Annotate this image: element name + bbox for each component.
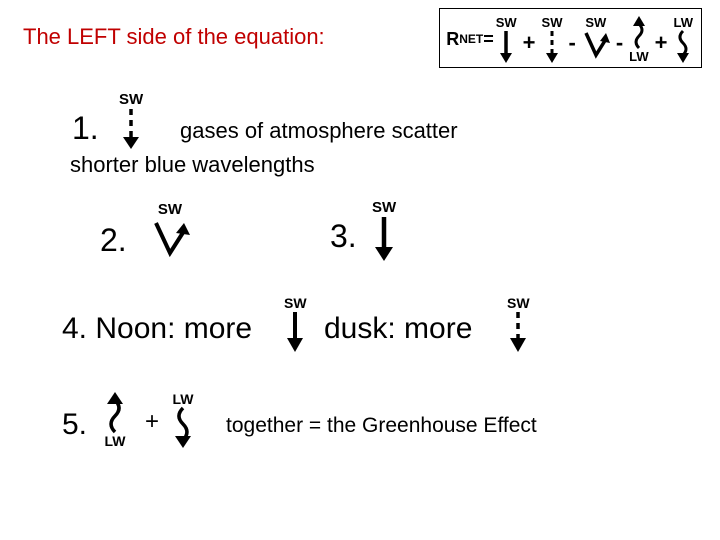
slide-title: The LEFT side of the equation: bbox=[23, 24, 325, 50]
sw-label: SW bbox=[496, 16, 517, 29]
item-4-text-noon: 4. Noon: more bbox=[62, 312, 252, 346]
eq-eq: = bbox=[483, 29, 494, 50]
eq-lw-down-icon: LW bbox=[674, 16, 694, 63]
sw-label: SW bbox=[585, 16, 606, 29]
eq-minus1: - bbox=[568, 30, 575, 56]
lw-label: LW bbox=[629, 50, 649, 63]
sw-label: SW bbox=[372, 200, 396, 215]
eq-sw-down-dash-icon: SW bbox=[542, 16, 563, 63]
sw-label: SW bbox=[158, 202, 182, 217]
item-4-sw-down-noon-icon: SW bbox=[284, 296, 307, 352]
eq-plus2: + bbox=[655, 30, 668, 56]
item-1-number: 1. bbox=[72, 110, 99, 147]
eq-lw-up-icon: LW bbox=[629, 16, 649, 63]
item-1-text-b: shorter blue wavelengths bbox=[70, 152, 315, 178]
rnet-equation-box: R NET = SW + SW - SW - LW + LW bbox=[439, 8, 702, 68]
item-5-text: together = the Greenhouse Effect bbox=[226, 414, 537, 438]
item-3-number: 3. bbox=[330, 218, 357, 255]
lw-label: LW bbox=[105, 434, 126, 448]
eq-net: NET bbox=[459, 32, 483, 46]
sw-label: SW bbox=[119, 92, 143, 107]
eq-sw-bounce-icon: SW bbox=[582, 16, 610, 63]
item-4-text-dusk: dusk: more bbox=[324, 312, 472, 346]
sw-label: SW bbox=[542, 16, 563, 29]
eq-r: R bbox=[446, 29, 459, 50]
item-5-lw-down-icon: LW bbox=[172, 392, 194, 448]
eq-sw-down-icon: SW bbox=[496, 16, 517, 63]
sw-label: SW bbox=[507, 296, 530, 310]
item-4-sw-down-dash-dusk-icon: SW bbox=[507, 296, 530, 352]
lw-label: LW bbox=[173, 392, 194, 406]
item-5-number: 5. bbox=[62, 408, 87, 442]
item-2-sw-bounce-icon: SW bbox=[150, 202, 190, 261]
eq-minus2: - bbox=[616, 30, 623, 56]
sw-label: SW bbox=[284, 296, 307, 310]
item-1-sw-down-dash-icon: SW bbox=[119, 92, 143, 149]
item-1-text-a: gases of atmosphere scatter bbox=[180, 118, 458, 144]
item-2-number: 2. bbox=[100, 222, 127, 259]
item-5-plus: + bbox=[145, 408, 159, 436]
eq-plus1: + bbox=[523, 30, 536, 56]
lw-label: LW bbox=[674, 16, 694, 29]
item-5-lw-up-icon: LW bbox=[104, 392, 126, 448]
item-3-sw-down-icon: SW bbox=[372, 200, 396, 261]
